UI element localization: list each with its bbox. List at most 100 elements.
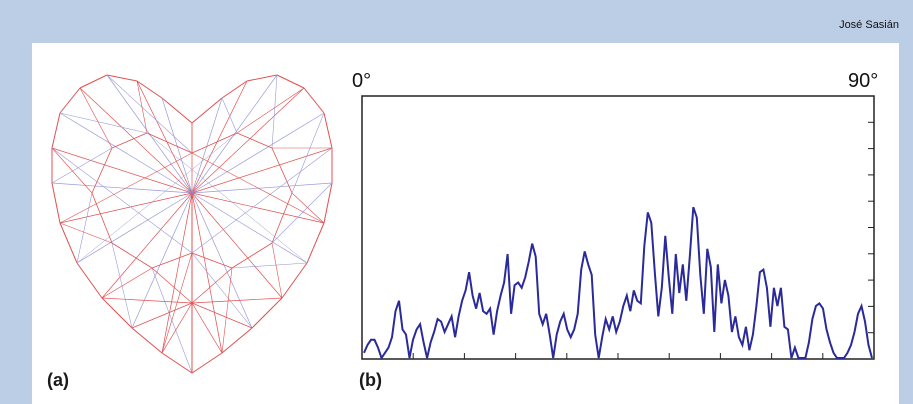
facet-line <box>111 242 153 269</box>
facet-line <box>191 80 248 194</box>
facet-line <box>323 182 333 224</box>
facet-line <box>221 327 253 354</box>
facet-line <box>106 74 193 154</box>
facet-line <box>191 147 333 194</box>
facet-line <box>146 132 308 264</box>
facet-line <box>236 132 273 149</box>
facet-line <box>76 262 103 299</box>
facet-line <box>51 147 113 184</box>
facet-line <box>161 352 193 374</box>
facet-line <box>136 80 193 194</box>
facet-line <box>191 152 325 224</box>
facet-line <box>191 352 223 374</box>
facet-line <box>236 87 305 134</box>
facet-line <box>191 252 233 269</box>
facet-line <box>191 182 333 194</box>
facet-line <box>231 262 308 269</box>
facet-line <box>51 147 93 194</box>
facet-line <box>191 192 325 224</box>
facet-line <box>136 80 148 134</box>
facet-line <box>291 192 325 224</box>
facet-line <box>191 97 223 124</box>
facet-line <box>101 192 193 299</box>
facet-line <box>146 132 193 154</box>
facet-line <box>111 242 133 329</box>
facet-line <box>59 152 193 224</box>
facet-line <box>191 302 223 354</box>
facet-line <box>91 147 113 194</box>
facet-line <box>59 222 113 244</box>
facet-line <box>291 112 325 194</box>
facet-line <box>161 252 193 354</box>
facet-line <box>191 97 223 194</box>
facet-line <box>281 262 308 299</box>
facet-line <box>76 192 193 264</box>
facet-line <box>303 87 325 114</box>
facet-line <box>323 112 333 149</box>
facet-line <box>76 132 238 264</box>
facet-line <box>191 302 253 329</box>
facet-line <box>59 222 78 264</box>
facet-line <box>271 192 293 244</box>
facet-line <box>276 74 305 89</box>
facet-line <box>306 222 325 264</box>
facet-line <box>191 192 308 264</box>
facet-line <box>161 97 193 194</box>
facet-line <box>271 182 333 244</box>
facet-line <box>151 252 193 269</box>
facet-line <box>131 302 193 329</box>
facet-line <box>101 297 193 304</box>
figure-panel: 0° 90° (a) (b) <box>32 43 899 404</box>
facet-line <box>191 192 283 299</box>
facet-line <box>231 242 273 269</box>
facet-line <box>161 97 193 124</box>
facet-line <box>51 147 193 254</box>
facet-line <box>59 192 193 224</box>
facet-line <box>91 192 113 244</box>
facet-line <box>131 327 163 354</box>
plot-ticks <box>412 121 874 359</box>
facet-line <box>191 192 253 329</box>
facet-line <box>191 132 238 154</box>
facet-line <box>131 192 193 329</box>
facet-line <box>51 112 61 149</box>
panel-b-label: (b) <box>359 370 382 390</box>
facet-line <box>59 112 193 194</box>
facet-line <box>51 182 193 194</box>
facet-line <box>76 192 93 264</box>
angular-plot: 0° 90° <box>352 70 878 361</box>
facet-line <box>191 87 305 194</box>
facet-line <box>79 87 113 149</box>
x-axis-start-label: 0° <box>352 70 371 92</box>
facet-line <box>271 242 283 299</box>
facet-line <box>221 267 233 354</box>
facet-line <box>51 147 193 194</box>
facet-line <box>79 87 193 194</box>
facet-line <box>191 112 325 194</box>
facet-line <box>51 182 61 224</box>
facet-line <box>161 192 193 354</box>
facet-line <box>59 87 81 114</box>
facet-line <box>191 147 333 254</box>
facet-line <box>246 74 278 82</box>
facet-line <box>161 302 193 354</box>
facet-line <box>151 267 193 304</box>
facet-line <box>106 74 138 82</box>
facet-line <box>271 74 278 149</box>
author-credit: José Sasián <box>839 19 899 31</box>
x-axis-end-label: 90° <box>848 70 878 92</box>
facet-line <box>101 267 153 299</box>
facet-line <box>191 267 233 304</box>
facet-line <box>111 132 148 149</box>
panel-a-label: (a) <box>47 370 69 390</box>
facet-line <box>191 252 253 329</box>
facet-line <box>191 297 283 304</box>
facet-line <box>101 297 133 329</box>
facet-line <box>59 112 148 134</box>
facet-line <box>251 297 283 329</box>
facet-line <box>79 74 108 89</box>
facet-line <box>221 80 248 99</box>
facet-line <box>136 80 163 99</box>
series-line <box>363 206 873 361</box>
